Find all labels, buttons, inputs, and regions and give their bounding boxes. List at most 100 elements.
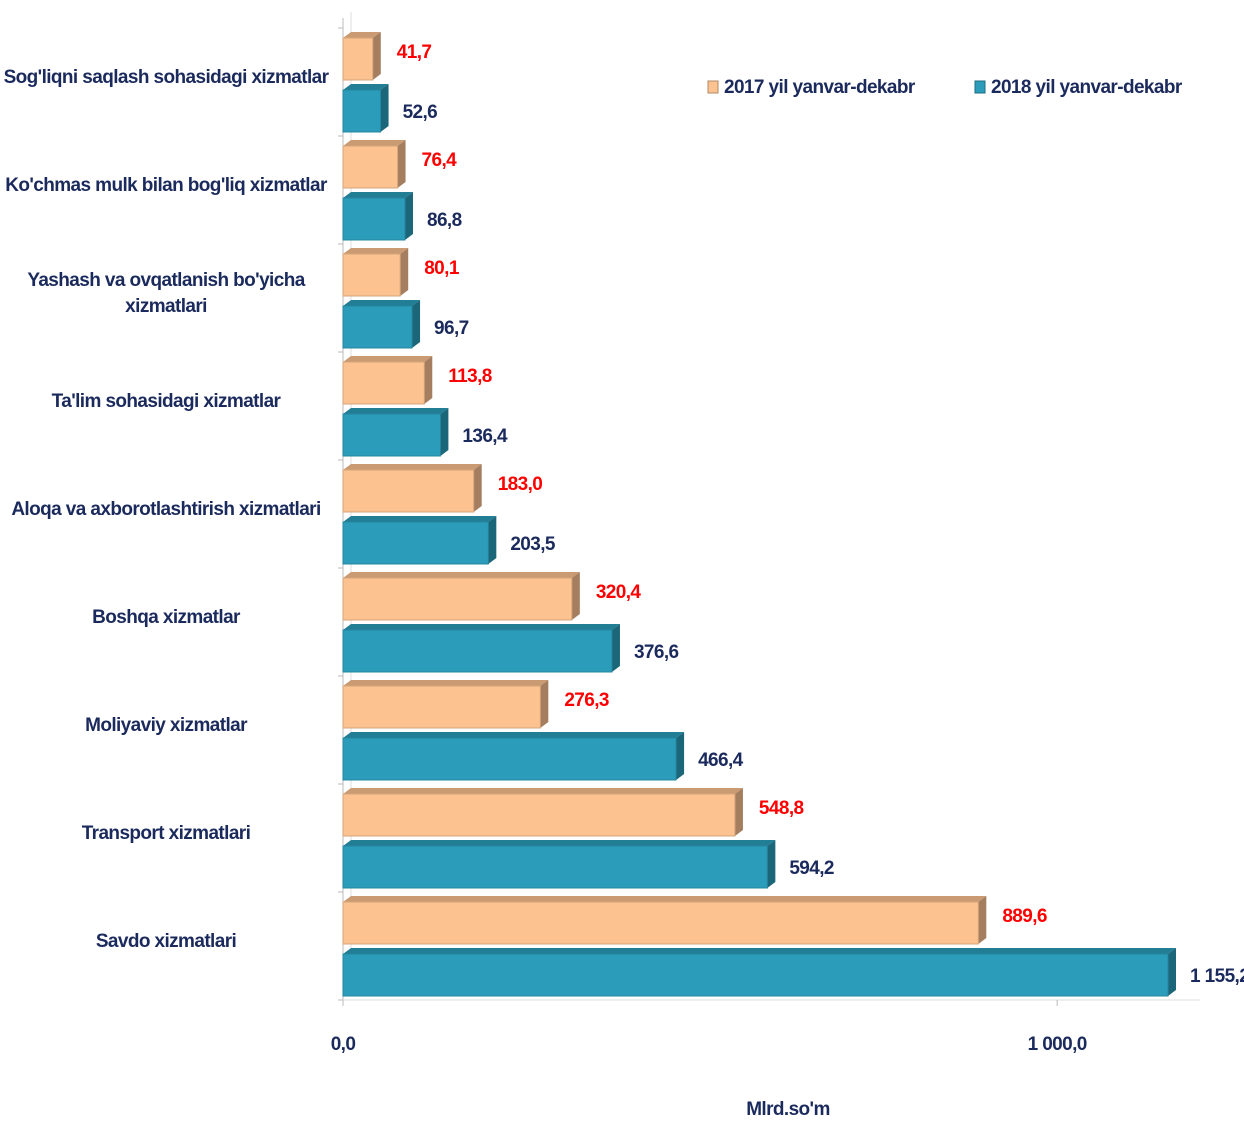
bar-top xyxy=(343,464,482,470)
bar-front xyxy=(342,901,979,945)
value-label: 183,0 xyxy=(498,474,543,495)
value-label: 41,7 xyxy=(397,42,432,63)
value-label: 86,8 xyxy=(427,210,462,231)
bar xyxy=(342,464,482,513)
value-label: 594,2 xyxy=(789,858,834,879)
bar xyxy=(342,140,406,189)
bar-side xyxy=(400,248,409,296)
y-tick-label: Boshqa xizmatlar xyxy=(92,607,240,628)
bar xyxy=(342,896,987,945)
y-tick-label: Ta'lim sohasidagi xizmatlar xyxy=(51,391,281,412)
value-label: 466,4 xyxy=(698,750,744,771)
value-label: 276,3 xyxy=(564,690,609,711)
bar-side xyxy=(424,356,433,404)
bar-top xyxy=(343,572,580,578)
bar-side xyxy=(978,896,987,944)
value-label: 203,5 xyxy=(510,534,556,555)
bar-side xyxy=(473,464,482,512)
bar-side xyxy=(380,84,389,132)
bar-front xyxy=(342,737,677,781)
bar-front xyxy=(342,685,541,729)
bar-front xyxy=(342,577,573,621)
x-axis-label: Mlrd.so'm xyxy=(746,1099,830,1120)
bar-top xyxy=(343,300,421,306)
bar-side xyxy=(767,840,776,888)
bar-side xyxy=(540,680,549,728)
value-label: 52,6 xyxy=(403,102,438,123)
bar-front xyxy=(342,89,382,133)
bar-side xyxy=(412,300,421,348)
bar-side xyxy=(404,192,413,240)
bar-top xyxy=(343,624,620,630)
bar-front xyxy=(342,37,374,81)
y-tick-label: Transport xizmatlari xyxy=(81,823,251,844)
bar xyxy=(342,356,433,405)
bar-top xyxy=(343,32,381,38)
bar xyxy=(342,516,497,565)
bar xyxy=(342,680,549,729)
bar-top xyxy=(343,948,1177,954)
y-tick-label: Moliyaviy xizmatlar xyxy=(85,715,247,736)
bar-side xyxy=(1168,948,1177,996)
bar-top xyxy=(343,140,406,146)
bar-front xyxy=(342,413,441,457)
value-label: 136,4 xyxy=(462,426,508,447)
bar xyxy=(342,408,449,457)
bar-side xyxy=(734,788,743,836)
bar xyxy=(342,732,685,781)
y-tick-label: Sog'liqni saqlash sohasidagi xizmatlar xyxy=(3,67,329,88)
bar-side xyxy=(611,624,620,672)
bar-front xyxy=(342,145,399,189)
bar xyxy=(342,32,381,81)
bar xyxy=(342,948,1177,997)
value-label: 889,6 xyxy=(1002,906,1047,927)
bar-top xyxy=(343,84,389,90)
value-label: 1 155,2 xyxy=(1190,966,1244,987)
value-label: 113,8 xyxy=(448,366,492,387)
bar-side xyxy=(372,32,381,80)
bar-side xyxy=(440,408,449,456)
bar-top xyxy=(343,516,497,522)
bar-top xyxy=(343,680,549,686)
bar xyxy=(342,788,743,837)
bar-front xyxy=(342,953,1169,997)
legend-label: 2018 yil yanvar-dekabr xyxy=(991,77,1183,98)
bar-top xyxy=(343,356,433,362)
bar-front xyxy=(342,845,768,889)
y-tick-label: Ko'chmas mulk bilan bog'liq xizmatlar xyxy=(5,175,327,196)
legend-swatch xyxy=(707,80,719,94)
bar-top xyxy=(343,732,685,738)
bar-front xyxy=(342,197,406,241)
bar xyxy=(342,300,421,349)
value-label: 548,8 xyxy=(759,798,804,819)
bar xyxy=(342,248,409,297)
bar-front xyxy=(342,253,401,297)
y-tick-label: Aloqa va axborotlashtirish xizmatlari xyxy=(11,499,321,520)
value-label: 320,4 xyxy=(596,582,642,603)
legend-label: 2017 yil yanvar-dekabr xyxy=(724,77,916,98)
bar-top xyxy=(343,788,743,794)
bar-front xyxy=(342,793,736,837)
value-label: 376,6 xyxy=(634,642,679,663)
y-tick-label: Yashash va ovqatlanish bo'yicha xizmatla… xyxy=(27,270,305,317)
bar-front xyxy=(342,521,489,565)
bar-top xyxy=(343,192,413,198)
x-tick-label: 1 000,0 xyxy=(1028,1034,1087,1055)
bar xyxy=(342,840,776,889)
bar-front xyxy=(342,629,613,673)
legend-swatch xyxy=(974,80,986,94)
bar-front xyxy=(342,469,475,513)
bar-side xyxy=(488,516,497,564)
bar-side xyxy=(397,140,406,188)
bar xyxy=(342,624,620,673)
bar-top xyxy=(343,840,776,846)
y-tick-label: Savdo xizmatlari xyxy=(95,931,237,952)
bar-side xyxy=(676,732,685,780)
value-label: 80,1 xyxy=(424,258,460,279)
bar-top xyxy=(343,896,987,902)
bar xyxy=(342,84,389,133)
x-tick-label: 0,0 xyxy=(331,1034,356,1055)
bar-top xyxy=(343,408,449,414)
